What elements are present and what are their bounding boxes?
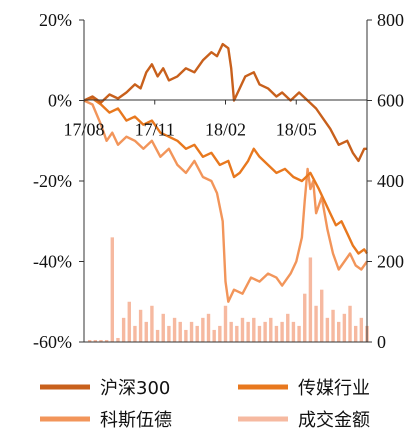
x-tick-label: 17/08 (63, 120, 104, 140)
left-tick-label: -40% (33, 252, 72, 272)
series-line-2 (83, 99, 368, 303)
volume-bar (99, 339, 103, 342)
volume-bar (189, 321, 194, 342)
volume-bar (337, 321, 341, 342)
volume-bar (121, 317, 126, 342)
volume-bar (246, 321, 250, 342)
x-tick-label: 18/02 (205, 120, 246, 140)
volume-bar (104, 339, 109, 342)
volume-bar (320, 289, 324, 342)
volume-bar (218, 325, 222, 342)
legend: 沪深300 传媒行业 科斯伍德 成交金额 (40, 378, 370, 431)
volume-bar (127, 301, 131, 342)
volume-bar (342, 313, 347, 342)
volume-bar (286, 313, 290, 342)
volume-bar (161, 313, 165, 342)
legend-item-hs300: 沪深300 (40, 378, 170, 399)
left-tick-label: 0% (48, 91, 72, 111)
x-tick-label: 18/05 (276, 120, 317, 140)
right-y-axis: 800 600 400 200 0 (367, 10, 404, 352)
volume-bar (144, 321, 148, 342)
volume-bar (212, 329, 216, 342)
volume-bar (314, 305, 318, 342)
volume-bar (178, 321, 182, 342)
volume-bar (93, 339, 98, 342)
volume-bar (133, 325, 137, 342)
volume-bar (280, 321, 284, 342)
volume-bar (172, 317, 177, 342)
volume-bar (240, 317, 245, 342)
left-y-axis: 20% 0% -20% -40% -60% (33, 10, 84, 352)
legend-label-volume: 成交金额 (298, 410, 370, 431)
volume-bar (138, 309, 143, 342)
volume-bar (353, 325, 358, 342)
volume-bar (297, 325, 301, 342)
left-tick-label: 20% (39, 10, 72, 30)
volume-bar (308, 257, 313, 342)
right-tick-label: 400 (377, 171, 404, 191)
volume-bar (229, 321, 233, 342)
volume-bar (206, 313, 211, 342)
legend-label-kosiwood: 科斯伍德 (100, 410, 172, 431)
volume-bar (167, 325, 171, 342)
x-tick-label: 17/11 (135, 120, 175, 140)
volume-bar (116, 337, 120, 342)
legend-label-hs300: 沪深300 (100, 378, 170, 399)
left-tick-label: -20% (33, 171, 72, 191)
series-line-1 (83, 97, 368, 255)
series-line-0 (83, 42, 367, 163)
volume-bar (201, 317, 205, 342)
volume-bar (195, 325, 199, 342)
volume-bar (235, 325, 239, 342)
right-tick-label: 600 (377, 91, 404, 111)
legend-item-volume: 成交金额 (238, 410, 370, 431)
volume-bar (263, 321, 267, 342)
volume-bar (184, 329, 188, 342)
volume-bar (110, 237, 114, 342)
volume-bar (150, 305, 154, 342)
volume-bar (269, 317, 273, 342)
legend-item-kosiwood: 科斯伍德 (40, 410, 172, 431)
trading-volume-bars (87, 237, 369, 342)
price-lines (83, 42, 368, 303)
volume-bar (359, 317, 364, 342)
right-tick-label: 200 (377, 252, 404, 272)
left-tick-label: -60% (33, 332, 72, 352)
volume-bar (291, 321, 296, 342)
x-axis: 17/08 17/11 18/02 18/05 (63, 100, 317, 140)
legend-label-media: 传媒行业 (298, 378, 370, 399)
volume-bar (87, 339, 92, 342)
right-tick-label: 800 (377, 10, 404, 30)
volume-bar (155, 329, 160, 342)
volume-bar (257, 325, 262, 342)
volume-bar (331, 309, 335, 342)
volume-bar (325, 317, 330, 342)
volume-bar (223, 305, 228, 342)
legend-item-media: 传媒行业 (238, 378, 370, 399)
volume-bar (274, 325, 279, 342)
volume-bar (252, 317, 256, 342)
right-tick-label: 0 (377, 332, 386, 352)
volume-bar (303, 293, 307, 342)
volume-bar (348, 305, 352, 342)
